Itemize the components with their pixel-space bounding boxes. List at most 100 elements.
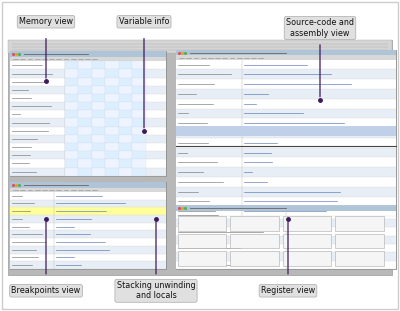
FancyBboxPatch shape bbox=[8, 40, 392, 275]
FancyBboxPatch shape bbox=[92, 135, 105, 143]
FancyBboxPatch shape bbox=[10, 159, 166, 168]
FancyBboxPatch shape bbox=[78, 151, 92, 159]
FancyBboxPatch shape bbox=[64, 168, 78, 176]
FancyBboxPatch shape bbox=[8, 40, 392, 53]
FancyBboxPatch shape bbox=[176, 261, 396, 269]
FancyBboxPatch shape bbox=[10, 182, 166, 188]
FancyBboxPatch shape bbox=[176, 55, 396, 60]
FancyBboxPatch shape bbox=[64, 159, 78, 168]
FancyBboxPatch shape bbox=[283, 216, 331, 231]
FancyBboxPatch shape bbox=[92, 102, 105, 110]
FancyBboxPatch shape bbox=[10, 57, 166, 61]
FancyBboxPatch shape bbox=[78, 102, 92, 110]
FancyBboxPatch shape bbox=[132, 127, 146, 135]
FancyBboxPatch shape bbox=[10, 143, 166, 151]
FancyBboxPatch shape bbox=[132, 135, 146, 143]
FancyBboxPatch shape bbox=[283, 234, 331, 248]
FancyBboxPatch shape bbox=[132, 110, 146, 118]
FancyBboxPatch shape bbox=[132, 102, 146, 110]
FancyBboxPatch shape bbox=[10, 61, 166, 69]
FancyBboxPatch shape bbox=[2, 2, 398, 309]
FancyBboxPatch shape bbox=[176, 50, 396, 55]
FancyBboxPatch shape bbox=[78, 127, 92, 135]
Text: Source-code and
assembly view: Source-code and assembly view bbox=[286, 18, 354, 38]
FancyBboxPatch shape bbox=[10, 127, 166, 135]
FancyBboxPatch shape bbox=[64, 110, 78, 118]
FancyBboxPatch shape bbox=[10, 135, 166, 143]
FancyBboxPatch shape bbox=[119, 159, 132, 168]
FancyBboxPatch shape bbox=[10, 110, 166, 118]
FancyBboxPatch shape bbox=[176, 69, 396, 79]
FancyBboxPatch shape bbox=[10, 200, 166, 207]
FancyBboxPatch shape bbox=[176, 99, 396, 109]
FancyBboxPatch shape bbox=[176, 207, 396, 216]
FancyBboxPatch shape bbox=[105, 94, 119, 102]
FancyBboxPatch shape bbox=[10, 188, 166, 192]
FancyBboxPatch shape bbox=[176, 148, 396, 157]
FancyBboxPatch shape bbox=[92, 94, 105, 102]
FancyBboxPatch shape bbox=[132, 86, 146, 94]
FancyBboxPatch shape bbox=[78, 118, 92, 127]
FancyBboxPatch shape bbox=[132, 94, 146, 102]
FancyBboxPatch shape bbox=[132, 61, 146, 69]
FancyBboxPatch shape bbox=[176, 211, 396, 219]
FancyBboxPatch shape bbox=[10, 78, 166, 86]
FancyBboxPatch shape bbox=[178, 251, 226, 266]
FancyBboxPatch shape bbox=[176, 236, 396, 244]
FancyBboxPatch shape bbox=[176, 79, 396, 89]
FancyBboxPatch shape bbox=[132, 78, 146, 86]
FancyBboxPatch shape bbox=[92, 151, 105, 159]
FancyBboxPatch shape bbox=[176, 128, 396, 138]
FancyBboxPatch shape bbox=[105, 151, 119, 159]
FancyBboxPatch shape bbox=[132, 168, 146, 176]
FancyBboxPatch shape bbox=[92, 86, 105, 94]
FancyBboxPatch shape bbox=[64, 118, 78, 127]
FancyBboxPatch shape bbox=[119, 143, 132, 151]
FancyBboxPatch shape bbox=[119, 86, 132, 94]
FancyBboxPatch shape bbox=[64, 102, 78, 110]
FancyBboxPatch shape bbox=[64, 151, 78, 159]
FancyBboxPatch shape bbox=[10, 261, 166, 269]
FancyBboxPatch shape bbox=[283, 251, 331, 266]
FancyBboxPatch shape bbox=[10, 182, 166, 269]
FancyBboxPatch shape bbox=[10, 86, 166, 94]
FancyBboxPatch shape bbox=[119, 94, 132, 102]
FancyBboxPatch shape bbox=[10, 230, 166, 238]
FancyBboxPatch shape bbox=[64, 94, 78, 102]
FancyBboxPatch shape bbox=[105, 110, 119, 118]
FancyBboxPatch shape bbox=[78, 168, 92, 176]
FancyBboxPatch shape bbox=[10, 253, 166, 261]
FancyBboxPatch shape bbox=[10, 51, 166, 176]
FancyBboxPatch shape bbox=[92, 110, 105, 118]
FancyBboxPatch shape bbox=[119, 78, 132, 86]
FancyBboxPatch shape bbox=[119, 110, 132, 118]
FancyBboxPatch shape bbox=[105, 102, 119, 110]
FancyBboxPatch shape bbox=[105, 69, 119, 78]
FancyBboxPatch shape bbox=[132, 69, 146, 78]
FancyBboxPatch shape bbox=[64, 127, 78, 135]
FancyBboxPatch shape bbox=[10, 69, 166, 78]
FancyBboxPatch shape bbox=[10, 51, 166, 57]
FancyBboxPatch shape bbox=[105, 118, 119, 127]
FancyBboxPatch shape bbox=[78, 159, 92, 168]
FancyBboxPatch shape bbox=[176, 244, 396, 253]
FancyBboxPatch shape bbox=[119, 168, 132, 176]
FancyBboxPatch shape bbox=[132, 151, 146, 159]
FancyBboxPatch shape bbox=[10, 223, 166, 230]
FancyBboxPatch shape bbox=[176, 89, 396, 99]
FancyBboxPatch shape bbox=[132, 118, 146, 127]
FancyBboxPatch shape bbox=[92, 143, 105, 151]
FancyBboxPatch shape bbox=[230, 251, 279, 266]
FancyBboxPatch shape bbox=[105, 61, 119, 69]
FancyBboxPatch shape bbox=[105, 159, 119, 168]
FancyBboxPatch shape bbox=[176, 167, 396, 177]
FancyBboxPatch shape bbox=[132, 159, 146, 168]
FancyBboxPatch shape bbox=[105, 143, 119, 151]
FancyBboxPatch shape bbox=[10, 207, 166, 215]
FancyBboxPatch shape bbox=[230, 216, 279, 231]
FancyBboxPatch shape bbox=[78, 135, 92, 143]
FancyBboxPatch shape bbox=[176, 60, 396, 69]
FancyBboxPatch shape bbox=[64, 135, 78, 143]
FancyBboxPatch shape bbox=[119, 135, 132, 143]
FancyBboxPatch shape bbox=[335, 251, 384, 266]
